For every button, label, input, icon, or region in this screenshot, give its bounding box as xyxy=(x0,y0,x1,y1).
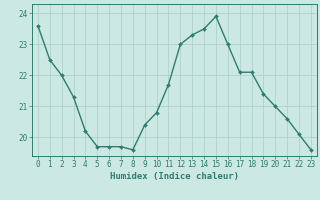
X-axis label: Humidex (Indice chaleur): Humidex (Indice chaleur) xyxy=(110,172,239,181)
